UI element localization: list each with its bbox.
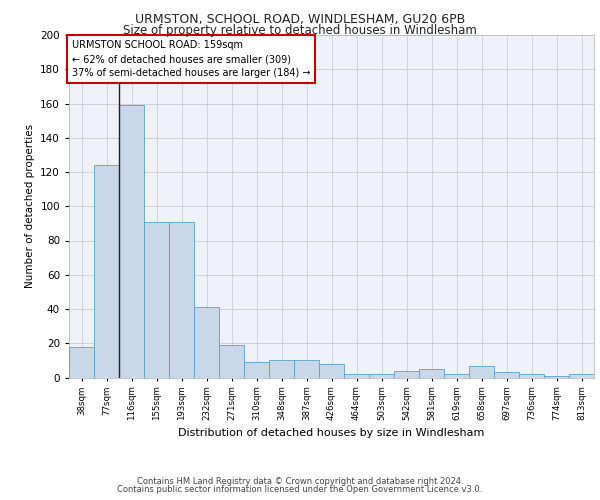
Text: URMSTON SCHOOL ROAD: 159sqm
← 62% of detached houses are smaller (309)
37% of se: URMSTON SCHOOL ROAD: 159sqm ← 62% of det…	[71, 40, 310, 78]
Bar	[519, 374, 544, 378]
Bar	[294, 360, 319, 378]
Bar	[119, 105, 144, 378]
Bar	[494, 372, 519, 378]
Text: URMSTON, SCHOOL ROAD, WINDLESHAM, GU20 6PB: URMSTON, SCHOOL ROAD, WINDLESHAM, GU20 6…	[135, 12, 465, 26]
Bar	[69, 346, 94, 378]
Bar	[169, 222, 194, 378]
Bar	[144, 222, 169, 378]
Bar	[544, 376, 569, 378]
X-axis label: Distribution of detached houses by size in Windlesham: Distribution of detached houses by size …	[178, 428, 485, 438]
Bar	[244, 362, 269, 378]
Bar	[194, 308, 219, 378]
Text: Contains HM Land Registry data © Crown copyright and database right 2024.: Contains HM Land Registry data © Crown c…	[137, 477, 463, 486]
Bar	[394, 370, 419, 378]
Bar	[369, 374, 394, 378]
Bar	[569, 374, 594, 378]
Bar	[219, 345, 244, 378]
Bar	[469, 366, 494, 378]
Bar	[269, 360, 294, 378]
Text: Contains public sector information licensed under the Open Government Licence v3: Contains public sector information licen…	[118, 485, 482, 494]
Bar	[419, 369, 444, 378]
Bar	[444, 374, 469, 378]
Bar	[94, 165, 119, 378]
Y-axis label: Number of detached properties: Number of detached properties	[25, 124, 35, 288]
Bar	[319, 364, 344, 378]
Bar	[344, 374, 369, 378]
Text: Size of property relative to detached houses in Windlesham: Size of property relative to detached ho…	[123, 24, 477, 37]
